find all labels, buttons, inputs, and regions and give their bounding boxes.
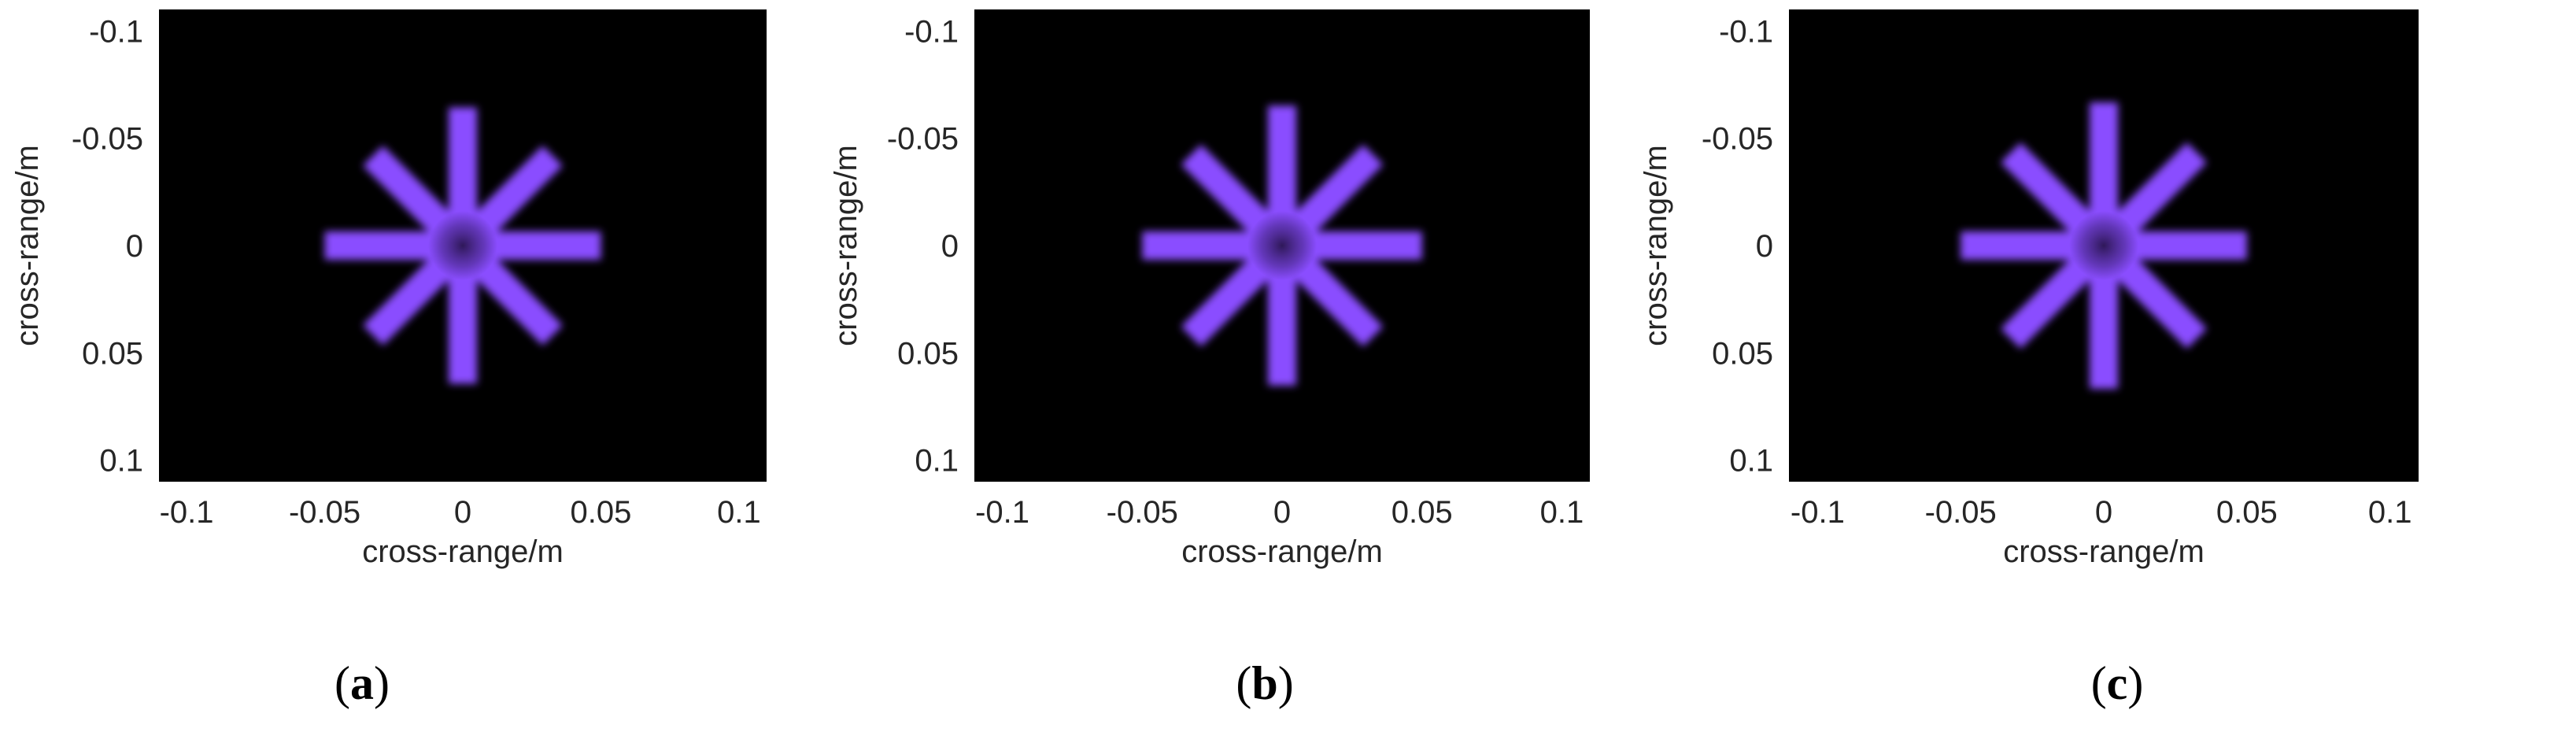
x-tick-label: 0.1 (717, 495, 761, 530)
y-tick-label: 0.1 (99, 444, 143, 479)
y-tick-label: -0.1 (904, 14, 959, 49)
panel-label: (b) (1236, 657, 1293, 709)
y-tick-label: -0.1 (1719, 14, 1773, 49)
star-center (1247, 211, 1317, 280)
x-tick-label: 0.05 (2216, 495, 2278, 530)
y-tick-label: -0.05 (887, 122, 959, 157)
x-tick-label: 0.1 (2368, 495, 2412, 530)
y-tick-label: 0 (126, 229, 143, 264)
star-center (2069, 211, 2138, 280)
x-tick-label: -0.1 (1791, 495, 1845, 530)
y-tick-label: 0 (1756, 229, 1773, 264)
y-tick-label: 0.05 (1712, 336, 1773, 371)
y-tick-label: -0.1 (89, 14, 143, 49)
x-tick-label: 0.05 (1391, 495, 1453, 530)
x-tick-label: -0.05 (1925, 495, 1997, 530)
panel-c: -0.1 -0.05 0 0.05 0.1 -0.1 -0.05 0 0.05 0.1 cross-… (1639, 9, 2419, 709)
panel-b: -0.1 -0.05 0 0.05 0.1 -0.1 -0.05 0 0.05 0.1 cross-… (829, 9, 1590, 709)
x-tick-label: -0.05 (1107, 495, 1178, 530)
x-axis-label: cross-range/m (362, 534, 564, 569)
panel-a: -0.1 -0.05 0 0.05 0.1 -0.1 -0.05 0 0.05 0.1 cross-… (10, 9, 767, 709)
x-tick-label: -0.1 (160, 495, 214, 530)
x-tick-label: -0.1 (975, 495, 1029, 530)
x-tick-label: 0.05 (571, 495, 632, 530)
x-tick-label: 0.1 (1540, 495, 1584, 530)
y-axis-label: cross-range/m (829, 145, 863, 346)
x-axis-label: cross-range/m (2003, 534, 2205, 569)
x-tick-label: -0.05 (289, 495, 360, 530)
y-tick-label: 0.1 (915, 444, 959, 479)
panel-label: (a) (334, 657, 390, 709)
y-tick-label: 0.05 (897, 336, 959, 371)
x-tick-label: 0 (2095, 495, 2112, 530)
y-tick-label: 0.05 (82, 336, 143, 371)
y-tick-label: 0 (941, 229, 959, 264)
panel-label: (c) (2091, 657, 2144, 709)
x-tick-label: 0 (1273, 495, 1291, 530)
star-center (428, 211, 497, 280)
y-axis-label: cross-range/m (1639, 145, 1673, 346)
y-tick-label: 0.1 (1729, 444, 1773, 479)
y-tick-label: -0.05 (1702, 122, 1773, 157)
x-tick-label: 0 (454, 495, 471, 530)
y-axis-label: cross-range/m (10, 145, 45, 346)
x-axis-label: cross-range/m (1181, 534, 1383, 569)
y-tick-label: -0.05 (72, 122, 143, 157)
